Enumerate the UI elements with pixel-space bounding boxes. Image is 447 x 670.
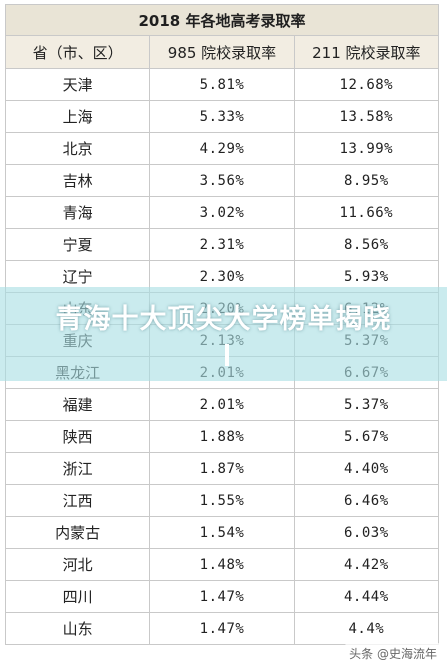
rate-211-cell: 6.03% (293, 516, 440, 549)
table-row: 吉林 3.56% 8.95% (4, 164, 440, 197)
region-cell: 福建 (4, 388, 151, 421)
rate-211-cell: 11.66% (293, 196, 440, 229)
rate-985-cell: 5.81% (149, 68, 295, 101)
rate-985-cell: 1.87% (149, 452, 295, 485)
rate-211-cell: 13.99% (293, 132, 440, 165)
rate-985-cell: 3.02% (149, 196, 295, 229)
region-cell: 天津 (4, 68, 151, 101)
rate-985-cell: 2.01% (149, 388, 295, 421)
table-row: 青海 3.02% 11.66% (4, 196, 440, 229)
region-cell: 山东 (4, 612, 151, 645)
watermark: 头条 @史海流年 (345, 643, 441, 664)
region-cell: 河北 (4, 548, 151, 581)
header-region: 省（市、区） (4, 35, 151, 69)
table-row: 福建 2.01% 5.37% (4, 388, 440, 421)
header-row: 省（市、区） 985 院校录取率 211 院校录取率 (4, 35, 440, 69)
table-row: 浙江 1.87% 4.40% (4, 452, 440, 485)
rate-211-cell: 5.37% (293, 388, 440, 421)
table-row: 宁夏 2.31% 8.56% (4, 228, 440, 261)
rate-211-cell: 8.95% (293, 164, 440, 197)
rate-211-cell: 4.44% (293, 580, 440, 613)
region-cell: 青海 (4, 196, 151, 229)
region-cell: 吉林 (4, 164, 151, 197)
rate-985-cell: 3.56% (149, 164, 295, 197)
region-cell: 内蒙古 (4, 516, 151, 549)
table-title: 2018 年各地高考录取率 (5, 4, 439, 36)
rate-211-cell: 8.56% (293, 228, 440, 261)
rate-211-cell: 4.4% (293, 612, 440, 645)
header-985-rate: 985 院校录取率 (149, 35, 295, 69)
text-cursor-mark (225, 344, 229, 366)
header-211-rate: 211 院校录取率 (293, 35, 440, 69)
rate-211-cell: 4.40% (293, 452, 440, 485)
rate-985-cell: 2.31% (149, 228, 295, 261)
rate-211-cell: 4.42% (293, 548, 440, 581)
rate-985-cell: 1.47% (149, 580, 295, 613)
region-cell: 北京 (4, 132, 151, 165)
title-row: 2018 年各地高考录取率 (5, 4, 439, 36)
table-row: 上海 5.33% 13.58% (4, 100, 440, 133)
region-cell: 四川 (4, 580, 151, 613)
rate-985-cell: 1.47% (149, 612, 295, 645)
rate-211-cell: 6.46% (293, 484, 440, 517)
region-cell: 宁夏 (4, 228, 151, 261)
table-row: 天津 5.81% 12.68% (4, 68, 440, 101)
table-row: 江西 1.55% 6.46% (4, 484, 440, 517)
region-cell: 浙江 (4, 452, 151, 485)
region-cell: 江西 (4, 484, 151, 517)
table-row: 北京 4.29% 13.99% (4, 132, 440, 165)
banner-overlay (0, 287, 447, 381)
rate-211-cell: 5.67% (293, 420, 440, 453)
region-cell: 陕西 (4, 420, 151, 453)
rate-985-cell: 4.29% (149, 132, 295, 165)
rate-211-cell: 12.68% (293, 68, 440, 101)
region-cell: 上海 (4, 100, 151, 133)
table-row: 四川 1.47% 4.44% (4, 580, 440, 613)
banner-headline: 青海十大顶尖大学榜单揭晓 (55, 304, 392, 335)
rate-211-cell: 13.58% (293, 100, 440, 133)
table-row: 河北 1.48% 4.42% (4, 548, 440, 581)
table-row: 陕西 1.88% 5.67% (4, 420, 440, 453)
table-row: 内蒙古 1.54% 6.03% (4, 516, 440, 549)
rate-985-cell: 1.55% (149, 484, 295, 517)
rate-985-cell: 1.54% (149, 516, 295, 549)
rate-985-cell: 1.48% (149, 548, 295, 581)
rate-985-cell: 1.88% (149, 420, 295, 453)
rate-985-cell: 5.33% (149, 100, 295, 133)
table-row: 山东 1.47% 4.4% (4, 612, 440, 645)
